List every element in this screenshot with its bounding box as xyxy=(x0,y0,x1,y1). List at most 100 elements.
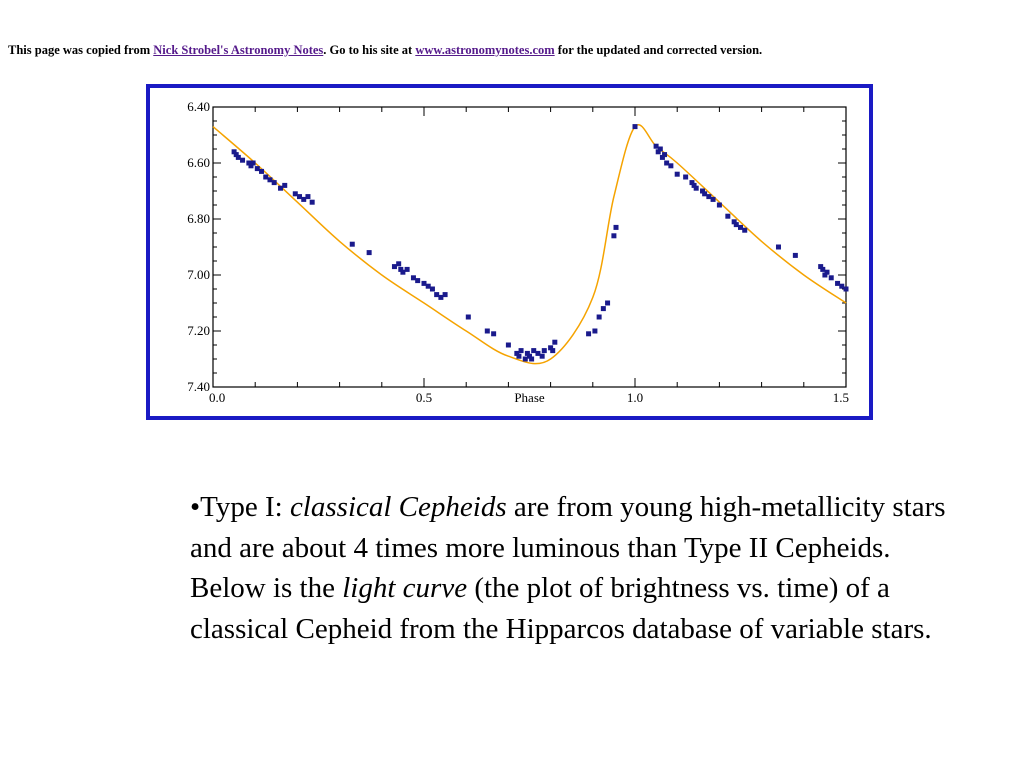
observation-point xyxy=(691,182,697,188)
observation-point xyxy=(596,314,602,320)
observation-point xyxy=(522,356,528,362)
observation-point xyxy=(391,264,397,270)
observation-point xyxy=(531,348,537,354)
observation-point xyxy=(366,250,372,256)
observation-point xyxy=(524,350,530,356)
observation-point xyxy=(843,286,849,292)
observation-point xyxy=(349,241,355,247)
copy-notice-middle: . Go to his site at xyxy=(323,43,416,57)
observation-point xyxy=(248,163,254,169)
observation-point xyxy=(491,331,497,337)
copy-notice: This page was copied from Nick Strobel's… xyxy=(8,43,1020,58)
observation-point xyxy=(689,180,695,186)
observation-point xyxy=(818,264,824,270)
observation-point xyxy=(725,213,731,219)
y-tick-label: 7.40 xyxy=(187,379,210,394)
observation-point xyxy=(700,188,706,194)
type-i-bullet: •Type I: xyxy=(190,491,290,523)
observation-point xyxy=(535,350,541,356)
observation-point xyxy=(396,261,402,267)
observation-point xyxy=(271,180,277,186)
observation-point xyxy=(592,328,598,334)
copy-notice-prefix: This page was copied from xyxy=(8,43,154,57)
observation-point xyxy=(668,163,674,169)
observation-point xyxy=(835,280,841,286)
observation-point xyxy=(429,286,435,292)
x-tick-label: 1.0 xyxy=(627,390,643,405)
classical-cepheids-term: classical Cepheids xyxy=(289,491,507,523)
observation-point xyxy=(263,174,269,180)
observation-point xyxy=(600,306,606,312)
observation-point xyxy=(693,185,699,191)
observation-point xyxy=(438,294,444,300)
observation-point xyxy=(539,353,545,359)
observation-point xyxy=(733,222,739,228)
observation-point xyxy=(235,154,241,160)
observation-point xyxy=(632,124,638,130)
observation-point xyxy=(259,168,265,174)
observation-point xyxy=(742,227,748,233)
observation-point xyxy=(240,157,246,163)
x-tick-label: 1.5 xyxy=(833,390,849,405)
observation-point xyxy=(297,194,303,200)
observation-point xyxy=(824,269,830,275)
x-tick-label: 0.0 xyxy=(209,390,225,405)
observation-point xyxy=(792,252,798,258)
observation-point xyxy=(731,219,737,225)
astronomy-notes-link[interactable]: Nick Strobel's Astronomy Notes xyxy=(153,43,324,57)
observation-point xyxy=(653,143,659,149)
observation-point xyxy=(710,196,716,202)
observation-point xyxy=(550,348,556,354)
observation-point xyxy=(421,280,427,286)
observation-point xyxy=(516,353,522,359)
description-part-2: (the plot of brightness vs. time) of a c… xyxy=(190,572,932,645)
observation-point xyxy=(514,350,520,356)
observation-point xyxy=(552,339,558,345)
observation-point xyxy=(442,292,448,298)
observation-point xyxy=(400,269,406,275)
observation-point xyxy=(657,146,663,152)
observation-point xyxy=(415,278,421,284)
fitted-light-curve xyxy=(212,124,847,365)
observation-point xyxy=(702,191,708,197)
plot-area-border xyxy=(212,106,847,388)
observation-point xyxy=(655,149,661,155)
observation-point xyxy=(828,275,834,281)
observation-point xyxy=(254,166,260,172)
y-tick-label: 6.60 xyxy=(187,155,210,170)
observation-point xyxy=(683,174,689,180)
observation-point xyxy=(309,199,315,205)
observation-point xyxy=(282,182,288,188)
observation-point xyxy=(605,300,611,306)
observation-point xyxy=(305,194,311,200)
observation-point xyxy=(541,348,547,354)
observation-point xyxy=(822,272,828,278)
observation-point xyxy=(505,342,511,348)
observation-point xyxy=(410,275,416,281)
astronomynotes-site-link[interactable]: www.astronomynotes.com xyxy=(415,43,555,57)
observation-point xyxy=(548,345,554,351)
observation-point xyxy=(231,149,237,155)
y-tick-label: 7.00 xyxy=(187,267,210,282)
observation-point xyxy=(716,202,722,208)
observation-point xyxy=(292,191,298,197)
observation-point xyxy=(434,292,440,298)
observation-point xyxy=(659,154,665,160)
copy-notice-suffix: for the updated and corrected version. xyxy=(554,43,763,57)
observation-point xyxy=(250,160,256,166)
observation-point xyxy=(529,356,535,362)
observation-point xyxy=(664,160,670,166)
light-curve-plot: 6.40 6.60 6.80 7.00 7.20 7.400.0 0.5 1.0 1.5 Phas… xyxy=(187,99,849,405)
observation-point xyxy=(674,171,680,177)
light-curve-term: light curve xyxy=(342,572,468,604)
observation-point xyxy=(301,196,307,202)
observation-point xyxy=(775,244,781,250)
y-tick-label: 6.80 xyxy=(187,211,210,226)
observation-point xyxy=(267,177,273,183)
observation-point xyxy=(246,160,252,166)
x-axis-label: Phase xyxy=(514,390,545,405)
observation-point xyxy=(398,266,404,272)
observation-point xyxy=(839,283,845,289)
y-tick-label: 6.40 xyxy=(187,99,210,114)
observation-point xyxy=(518,348,524,354)
